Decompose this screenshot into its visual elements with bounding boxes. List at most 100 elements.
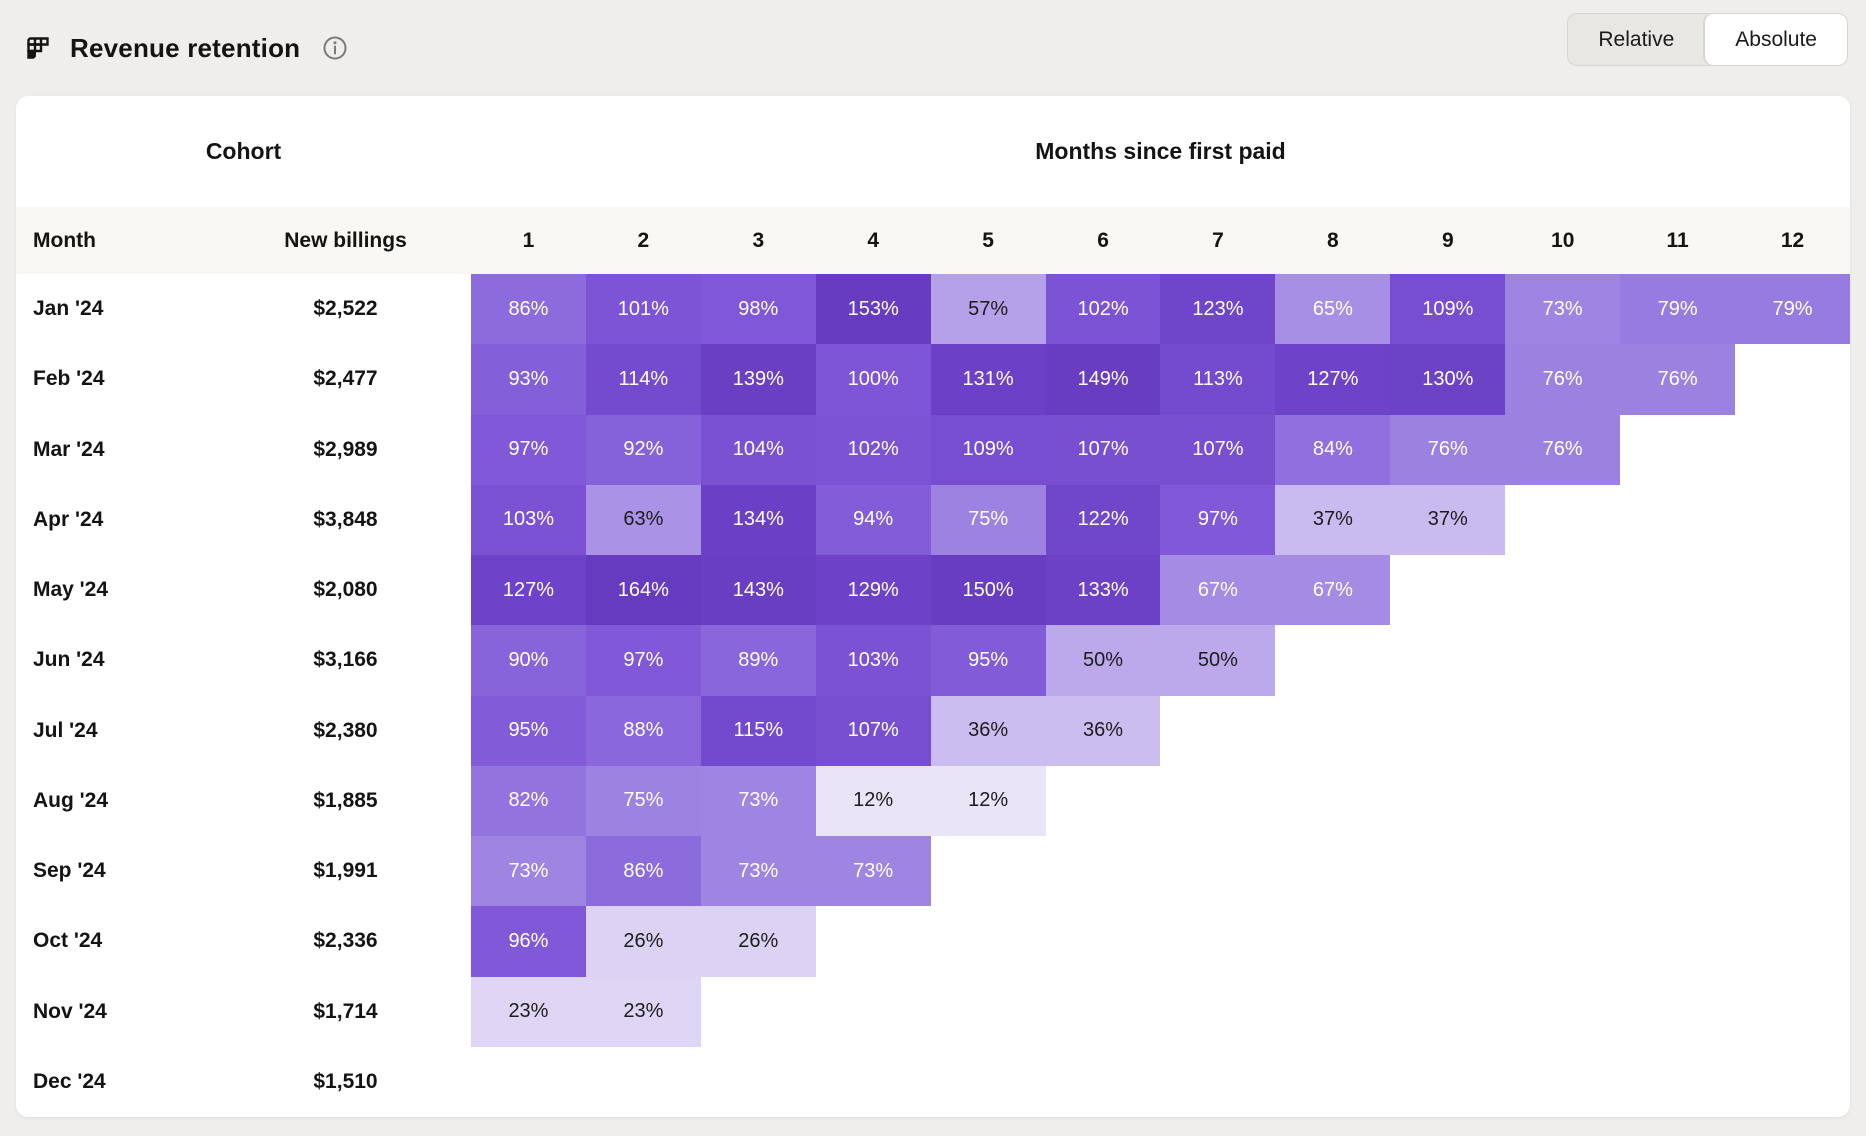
new-billings-cell: $2,336: [313, 929, 378, 953]
table-row: Jul '24 $2,380 95% 88% 115% 107% 36% 36%: [16, 695, 1850, 766]
empty-cell: [1735, 977, 1850, 1047]
retention-cell[interactable]: 109%: [1390, 274, 1506, 345]
empty-cell: [1735, 344, 1850, 414]
retention-cell[interactable]: 76%: [1505, 414, 1621, 485]
retention-cell[interactable]: 103%: [471, 484, 586, 555]
retention-cell[interactable]: 86%: [585, 836, 701, 907]
retention-cell[interactable]: 95%: [471, 695, 586, 766]
retention-cell[interactable]: 130%: [1390, 344, 1506, 415]
retention-cell[interactable]: 76%: [1505, 344, 1621, 415]
retention-cell[interactable]: 50%: [1160, 625, 1276, 696]
retention-cell[interactable]: 73%: [1505, 274, 1621, 345]
info-icon[interactable]: [322, 35, 348, 61]
retention-cell[interactable]: 79%: [1735, 274, 1850, 345]
retention-cell[interactable]: 75%: [585, 765, 701, 836]
empty-cell: [1505, 696, 1620, 766]
empty-cell: [1620, 555, 1735, 625]
retention-cell[interactable]: 37%: [1390, 484, 1506, 555]
retention-cell[interactable]: 73%: [815, 836, 931, 907]
retention-cell[interactable]: 79%: [1620, 274, 1736, 345]
retention-cell[interactable]: 97%: [585, 625, 701, 696]
retention-cell[interactable]: 23%: [585, 976, 701, 1047]
retention-cell[interactable]: 115%: [700, 695, 816, 766]
retention-cell[interactable]: 12%: [815, 765, 931, 836]
retention-cell[interactable]: 123%: [1160, 274, 1276, 345]
retention-cell[interactable]: 102%: [815, 414, 931, 485]
retention-cell[interactable]: 134%: [700, 484, 816, 555]
retention-cell[interactable]: 84%: [1275, 414, 1391, 485]
empty-cell: [1275, 696, 1390, 766]
retention-cell[interactable]: 86%: [471, 274, 586, 345]
retention-cell[interactable]: 92%: [585, 414, 701, 485]
retention-cell[interactable]: 26%: [700, 906, 816, 977]
view-mode-toggle: Relative Absolute: [1567, 13, 1848, 66]
retention-cell[interactable]: 88%: [585, 695, 701, 766]
month-cell: Oct '24: [33, 929, 103, 953]
retention-cell[interactable]: 113%: [1160, 344, 1276, 415]
retention-cell[interactable]: 100%: [815, 344, 931, 415]
retention-cell[interactable]: 73%: [700, 836, 816, 907]
retention-cell[interactable]: 96%: [471, 906, 586, 977]
month-col-header-11: 11: [1666, 228, 1689, 252]
retention-cell[interactable]: 133%: [1045, 555, 1161, 626]
retention-cell[interactable]: 95%: [930, 625, 1046, 696]
retention-cell[interactable]: 93%: [471, 344, 586, 415]
retention-cell[interactable]: 98%: [700, 274, 816, 345]
retention-cell[interactable]: 94%: [815, 484, 931, 555]
retention-cell[interactable]: 107%: [1160, 414, 1276, 485]
column-header-row: Month New billings 1 2 3 4 5 6 7 8 9 10 11 12: [16, 207, 1850, 274]
table-row: Jun '24 $3,166 90% 97% 89% 103% 95% 50% 50%: [16, 625, 1850, 696]
retention-cell[interactable]: 65%: [1275, 274, 1391, 345]
retention-cell[interactable]: 127%: [471, 555, 586, 626]
retention-cell[interactable]: 153%: [815, 274, 931, 345]
retention-cell[interactable]: 36%: [930, 695, 1046, 766]
retention-cell[interactable]: 82%: [471, 765, 586, 836]
retention-cell[interactable]: 73%: [700, 765, 816, 836]
retention-cell[interactable]: 109%: [930, 414, 1046, 485]
retention-cell[interactable]: 122%: [1045, 484, 1161, 555]
retention-cell[interactable]: 73%: [471, 836, 586, 907]
empty-cell: [1505, 1047, 1620, 1117]
retention-cell[interactable]: 67%: [1275, 555, 1391, 626]
retention-cell[interactable]: 23%: [471, 976, 586, 1047]
retention-cell[interactable]: 149%: [1045, 344, 1161, 415]
retention-cell[interactable]: 104%: [700, 414, 816, 485]
month-col-header-7: 7: [1212, 228, 1224, 252]
retention-cell[interactable]: 150%: [930, 555, 1046, 626]
retention-cell[interactable]: 107%: [815, 695, 931, 766]
retention-cell[interactable]: 26%: [585, 906, 701, 977]
retention-cell[interactable]: 139%: [700, 344, 816, 415]
retention-cell[interactable]: 12%: [930, 765, 1046, 836]
toggle-relative-button[interactable]: Relative: [1568, 14, 1704, 65]
retention-cell[interactable]: 75%: [930, 484, 1046, 555]
new-billings-cell: $1,991: [313, 859, 378, 883]
retention-cell[interactable]: 114%: [585, 344, 701, 415]
retention-cell[interactable]: 101%: [585, 274, 701, 345]
retention-cell[interactable]: 107%: [1045, 414, 1161, 485]
retention-cell[interactable]: 76%: [1390, 414, 1506, 485]
retention-cell[interactable]: 36%: [1045, 695, 1161, 766]
retention-cell[interactable]: 164%: [585, 555, 701, 626]
retention-cell[interactable]: 57%: [930, 274, 1046, 345]
empty-cell: [1735, 625, 1850, 695]
month-col-header-2: 2: [637, 228, 650, 252]
retention-cell[interactable]: 127%: [1275, 344, 1391, 415]
retention-cell[interactable]: 63%: [585, 484, 701, 555]
retention-cell[interactable]: 143%: [700, 555, 816, 626]
retention-cell[interactable]: 129%: [815, 555, 931, 626]
retention-cell[interactable]: 89%: [700, 625, 816, 696]
toggle-absolute-button[interactable]: Absolute: [1704, 14, 1847, 65]
retention-cell[interactable]: 50%: [1045, 625, 1161, 696]
table-row: Sep '24 $1,991 73% 86% 73% 73%: [16, 836, 1850, 907]
empty-cell: [586, 1047, 701, 1117]
retention-cell[interactable]: 131%: [930, 344, 1046, 415]
retention-cell[interactable]: 76%: [1620, 344, 1736, 415]
retention-cell[interactable]: 67%: [1160, 555, 1276, 626]
retention-cell[interactable]: 97%: [1160, 484, 1276, 555]
retention-cell[interactable]: 102%: [1045, 274, 1161, 345]
retention-cell[interactable]: 90%: [471, 625, 586, 696]
empty-cell: [816, 906, 931, 976]
retention-cell[interactable]: 103%: [815, 625, 931, 696]
retention-cell[interactable]: 97%: [471, 414, 586, 485]
retention-cell[interactable]: 37%: [1275, 484, 1391, 555]
